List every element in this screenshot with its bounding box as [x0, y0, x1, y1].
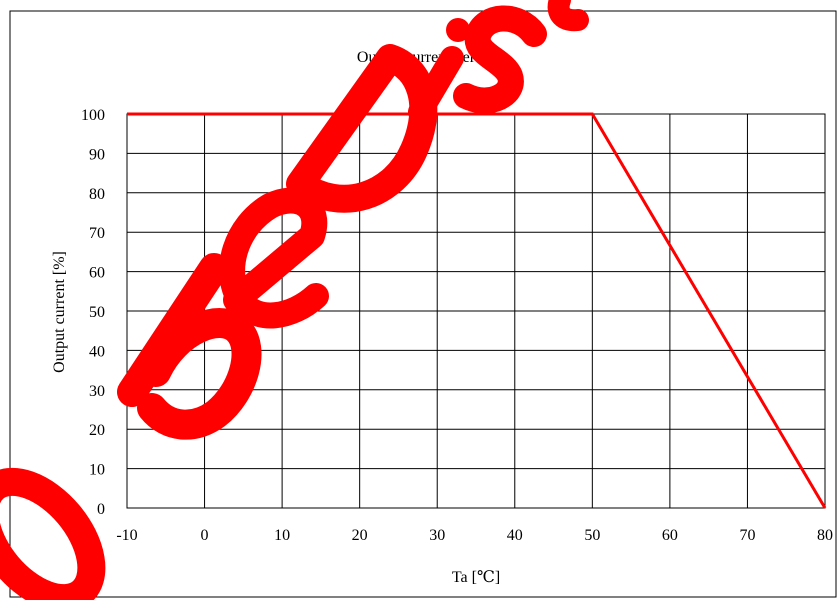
- watermark-to-be-discontinued: [0, 0, 589, 605]
- y-tick-label: 100: [81, 107, 105, 124]
- y-tick-label: 50: [89, 304, 105, 321]
- watermark-letter-i: [408, 46, 464, 124]
- x-tick-label: 10: [274, 527, 290, 544]
- x-axis-label: Ta [℃]: [452, 569, 500, 586]
- y-tick-label: 70: [89, 225, 105, 242]
- x-tick-label: 20: [352, 527, 368, 544]
- y-tick-label: 90: [89, 146, 105, 163]
- watermark-letter-d: [286, 44, 438, 213]
- chart-area-border: [9, 10, 837, 598]
- y-tick-label: 20: [89, 422, 105, 439]
- y-tick-label: 10: [89, 462, 105, 479]
- x-tick-label: 50: [584, 527, 600, 544]
- y-tick-label: 30: [89, 383, 105, 400]
- y-tick-label: 60: [89, 265, 105, 282]
- x-tick-label: 40: [507, 527, 523, 544]
- watermark-letter-b-bowl: [137, 308, 262, 440]
- watermark-letter-c: [547, 0, 589, 32]
- x-tick-label: 30: [429, 527, 445, 544]
- watermark-letter-s: [453, 5, 547, 114]
- watermark-letter-o: [0, 467, 106, 605]
- y-tick-label: 0: [97, 501, 105, 518]
- x-tick-label: 0: [201, 527, 209, 544]
- x-tick-label: 60: [662, 527, 678, 544]
- x-tick-label: 80: [817, 527, 833, 544]
- y-axis-label: Output current [%]: [51, 251, 68, 373]
- x-tick-label: -10: [116, 527, 137, 544]
- y-tick-labels: 0 10 20 30 40 50 60 70 80 90 100: [81, 107, 105, 518]
- y-tick-label: 80: [89, 186, 105, 203]
- series-layer: [127, 112, 827, 509]
- watermark-letter-e: [219, 187, 329, 329]
- x-tick-labels: -10 0 10 20 30 40 50 60 70 80: [116, 527, 833, 544]
- watermark-letter-i-dot: [446, 18, 470, 42]
- y-tick-label: 40: [89, 343, 105, 360]
- x-tick-label: 70: [739, 527, 755, 544]
- series-line-derating: [127, 112, 827, 509]
